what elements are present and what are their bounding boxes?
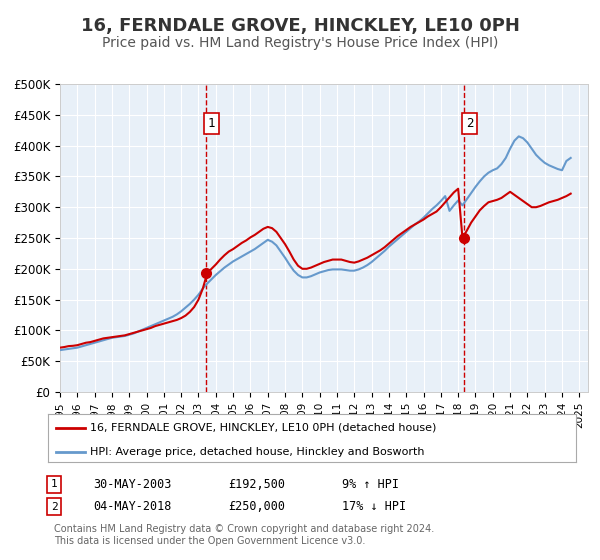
Text: 9% ↑ HPI: 9% ↑ HPI bbox=[342, 478, 399, 491]
Text: Contains HM Land Registry data © Crown copyright and database right 2024.
This d: Contains HM Land Registry data © Crown c… bbox=[54, 524, 434, 546]
Text: Price paid vs. HM Land Registry's House Price Index (HPI): Price paid vs. HM Land Registry's House … bbox=[102, 36, 498, 50]
Text: 17% ↓ HPI: 17% ↓ HPI bbox=[342, 500, 406, 514]
Text: 30-MAY-2003: 30-MAY-2003 bbox=[93, 478, 172, 491]
Text: 2: 2 bbox=[466, 117, 473, 130]
Text: HPI: Average price, detached house, Hinckley and Bosworth: HPI: Average price, detached house, Hinc… bbox=[90, 446, 425, 456]
Text: 2: 2 bbox=[50, 502, 58, 512]
Text: 1: 1 bbox=[208, 117, 215, 130]
Text: £192,500: £192,500 bbox=[228, 478, 285, 491]
Text: 16, FERNDALE GROVE, HINCKLEY, LE10 0PH (detached house): 16, FERNDALE GROVE, HINCKLEY, LE10 0PH (… bbox=[90, 423, 437, 433]
Text: 16, FERNDALE GROVE, HINCKLEY, LE10 0PH: 16, FERNDALE GROVE, HINCKLEY, LE10 0PH bbox=[80, 17, 520, 35]
Text: 1: 1 bbox=[50, 479, 58, 489]
Text: 04-MAY-2018: 04-MAY-2018 bbox=[93, 500, 172, 514]
Text: £250,000: £250,000 bbox=[228, 500, 285, 514]
